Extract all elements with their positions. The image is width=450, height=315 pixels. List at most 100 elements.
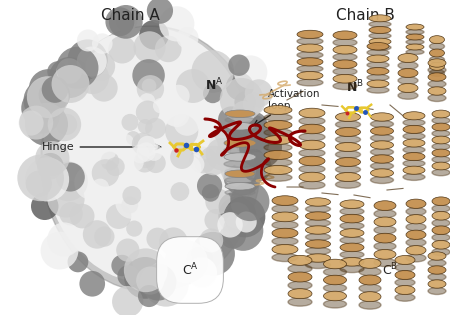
Ellipse shape [370, 176, 393, 184]
Circle shape [76, 61, 109, 94]
Ellipse shape [398, 62, 418, 69]
Ellipse shape [340, 257, 364, 266]
Ellipse shape [359, 292, 381, 302]
Circle shape [29, 69, 68, 108]
Circle shape [140, 264, 176, 301]
Ellipse shape [288, 289, 312, 299]
Ellipse shape [406, 49, 424, 54]
Ellipse shape [299, 133, 325, 141]
Ellipse shape [306, 233, 330, 240]
Ellipse shape [406, 246, 426, 255]
Circle shape [47, 222, 81, 256]
Circle shape [176, 27, 198, 49]
Ellipse shape [406, 215, 426, 224]
Ellipse shape [264, 106, 292, 114]
Ellipse shape [340, 251, 364, 258]
Circle shape [94, 226, 114, 247]
Circle shape [232, 114, 270, 153]
Circle shape [48, 108, 81, 141]
Circle shape [77, 30, 99, 51]
Ellipse shape [432, 205, 450, 212]
Circle shape [108, 36, 136, 64]
Ellipse shape [272, 237, 298, 245]
Circle shape [218, 197, 256, 235]
Text: Chain A: Chain A [101, 8, 159, 23]
Ellipse shape [398, 77, 418, 84]
Ellipse shape [333, 45, 357, 54]
Ellipse shape [306, 226, 330, 234]
Ellipse shape [395, 285, 415, 295]
Ellipse shape [406, 199, 426, 209]
Ellipse shape [395, 264, 415, 271]
Circle shape [245, 79, 273, 107]
Ellipse shape [225, 170, 255, 177]
Circle shape [159, 181, 175, 198]
Circle shape [101, 102, 119, 120]
Text: C$^\mathsf{A}$: C$^\mathsf{A}$ [182, 262, 198, 278]
Ellipse shape [299, 108, 325, 118]
Circle shape [153, 98, 168, 113]
Circle shape [56, 47, 99, 89]
Ellipse shape [224, 161, 256, 168]
Ellipse shape [324, 259, 347, 269]
Ellipse shape [336, 158, 360, 167]
Circle shape [220, 222, 246, 249]
Ellipse shape [272, 205, 298, 213]
Ellipse shape [370, 163, 393, 169]
Ellipse shape [395, 255, 415, 265]
Ellipse shape [336, 181, 360, 188]
Circle shape [21, 89, 59, 127]
Ellipse shape [406, 34, 424, 40]
Circle shape [153, 190, 173, 209]
Ellipse shape [333, 83, 357, 90]
Ellipse shape [306, 212, 330, 220]
Ellipse shape [288, 298, 312, 306]
Ellipse shape [370, 141, 393, 149]
Circle shape [160, 115, 189, 143]
Ellipse shape [403, 139, 425, 147]
Ellipse shape [340, 200, 364, 209]
Ellipse shape [225, 129, 255, 136]
Circle shape [241, 112, 267, 138]
Circle shape [232, 101, 255, 124]
Circle shape [204, 209, 227, 231]
Circle shape [40, 232, 78, 270]
Ellipse shape [429, 49, 445, 57]
Ellipse shape [374, 258, 396, 266]
Circle shape [147, 143, 163, 160]
Ellipse shape [369, 33, 391, 39]
Circle shape [191, 133, 218, 159]
Ellipse shape [336, 128, 360, 136]
Circle shape [186, 246, 214, 273]
Circle shape [224, 158, 261, 196]
Circle shape [176, 69, 210, 103]
Circle shape [137, 136, 158, 157]
Circle shape [124, 257, 166, 299]
Ellipse shape [406, 208, 426, 215]
Circle shape [31, 192, 58, 220]
Circle shape [27, 76, 69, 118]
Ellipse shape [41, 26, 261, 292]
Ellipse shape [432, 234, 450, 241]
Circle shape [236, 211, 256, 232]
Circle shape [145, 118, 166, 139]
Ellipse shape [306, 261, 330, 268]
Circle shape [47, 61, 68, 82]
Ellipse shape [403, 119, 425, 126]
Circle shape [23, 79, 66, 122]
Ellipse shape [367, 49, 389, 56]
Ellipse shape [428, 66, 446, 73]
Circle shape [77, 47, 107, 77]
Circle shape [26, 171, 52, 197]
Ellipse shape [340, 266, 364, 272]
Ellipse shape [432, 240, 450, 249]
Ellipse shape [264, 165, 292, 175]
Ellipse shape [374, 217, 396, 227]
Ellipse shape [340, 229, 364, 237]
Circle shape [42, 76, 68, 103]
Ellipse shape [398, 54, 418, 62]
Ellipse shape [374, 249, 396, 259]
Ellipse shape [398, 68, 418, 77]
Ellipse shape [432, 117, 450, 124]
Ellipse shape [333, 60, 357, 69]
